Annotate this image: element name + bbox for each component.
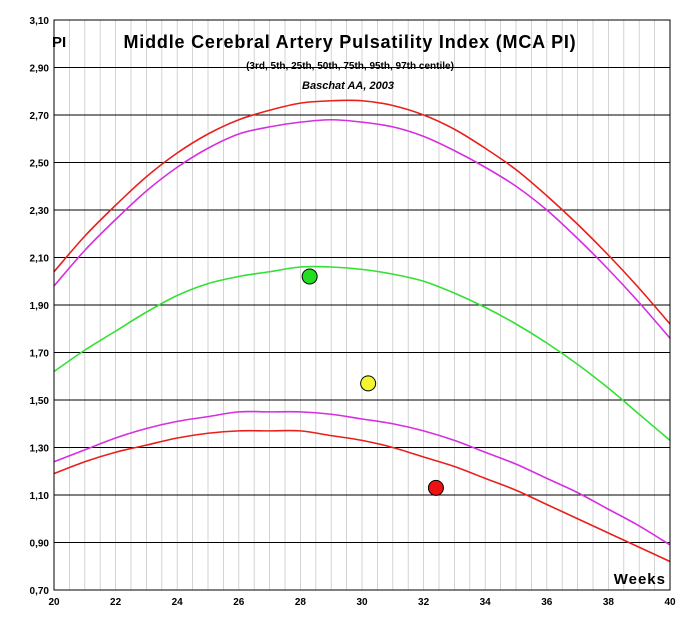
y-tick-label: 1,50	[30, 396, 50, 407]
x-tick-label: 28	[295, 597, 307, 608]
y-tick-label: 1,70	[30, 349, 50, 360]
x-tick-label: 38	[603, 597, 615, 608]
y-axis-label: PI	[52, 34, 66, 51]
x-tick-label: 20	[48, 597, 60, 608]
chart-subtitle: (3rd, 5th, 25th, 50th, 75th, 95th, 97th …	[246, 61, 454, 72]
x-tick-label: 40	[664, 597, 676, 608]
x-tick-label: 32	[418, 597, 430, 608]
measurement-point	[301, 268, 318, 285]
centile-line	[53, 99, 671, 325]
y-tick-label: 0,70	[30, 586, 50, 597]
centile-series	[53, 99, 671, 563]
y-tick-label: 2,50	[30, 159, 50, 170]
y-tick-label: 2,10	[30, 254, 50, 265]
x-tick-labels: 20 22 24 26 28 30 32 34 36 38 40	[48, 597, 676, 608]
measurement-points	[301, 268, 444, 496]
y-tick-label: 1,10	[30, 491, 50, 502]
y-tick-label: 2,70	[30, 111, 50, 122]
y-tick-label: 1,30	[30, 444, 50, 455]
chart-source: Baschat AA, 2003	[302, 80, 394, 92]
grid-lines	[53, 19, 671, 591]
plot-border	[53, 19, 671, 591]
x-tick-label: 34	[480, 597, 492, 608]
y-tick-label: 1,90	[30, 301, 50, 312]
centile-line	[53, 410, 671, 546]
centile-line	[53, 265, 671, 441]
measurement-point	[427, 479, 444, 496]
x-tick-label: 26	[233, 597, 245, 608]
y-tick-label: 2,90	[30, 64, 50, 75]
y-tick-label: 0,90	[30, 539, 50, 550]
y-tick-labels: 0,70 0,90 1,10 1,30 1,50 1,70 1,90 2,10 2,30 2,50…	[30, 16, 50, 597]
x-tick-label: 30	[356, 597, 368, 608]
x-tick-label: 22	[110, 597, 122, 608]
measurement-point	[360, 375, 377, 392]
y-tick-label: 3,10	[30, 16, 50, 27]
x-tick-label: 36	[541, 597, 553, 608]
y-tick-label: 2,30	[30, 206, 50, 217]
centile-line	[53, 429, 671, 563]
x-tick-label: 24	[172, 597, 184, 608]
centile-line	[53, 118, 671, 339]
x-axis-label: Weeks	[614, 571, 666, 588]
chart-title: Middle Cerebral Artery Pulsatility Index…	[124, 32, 577, 52]
